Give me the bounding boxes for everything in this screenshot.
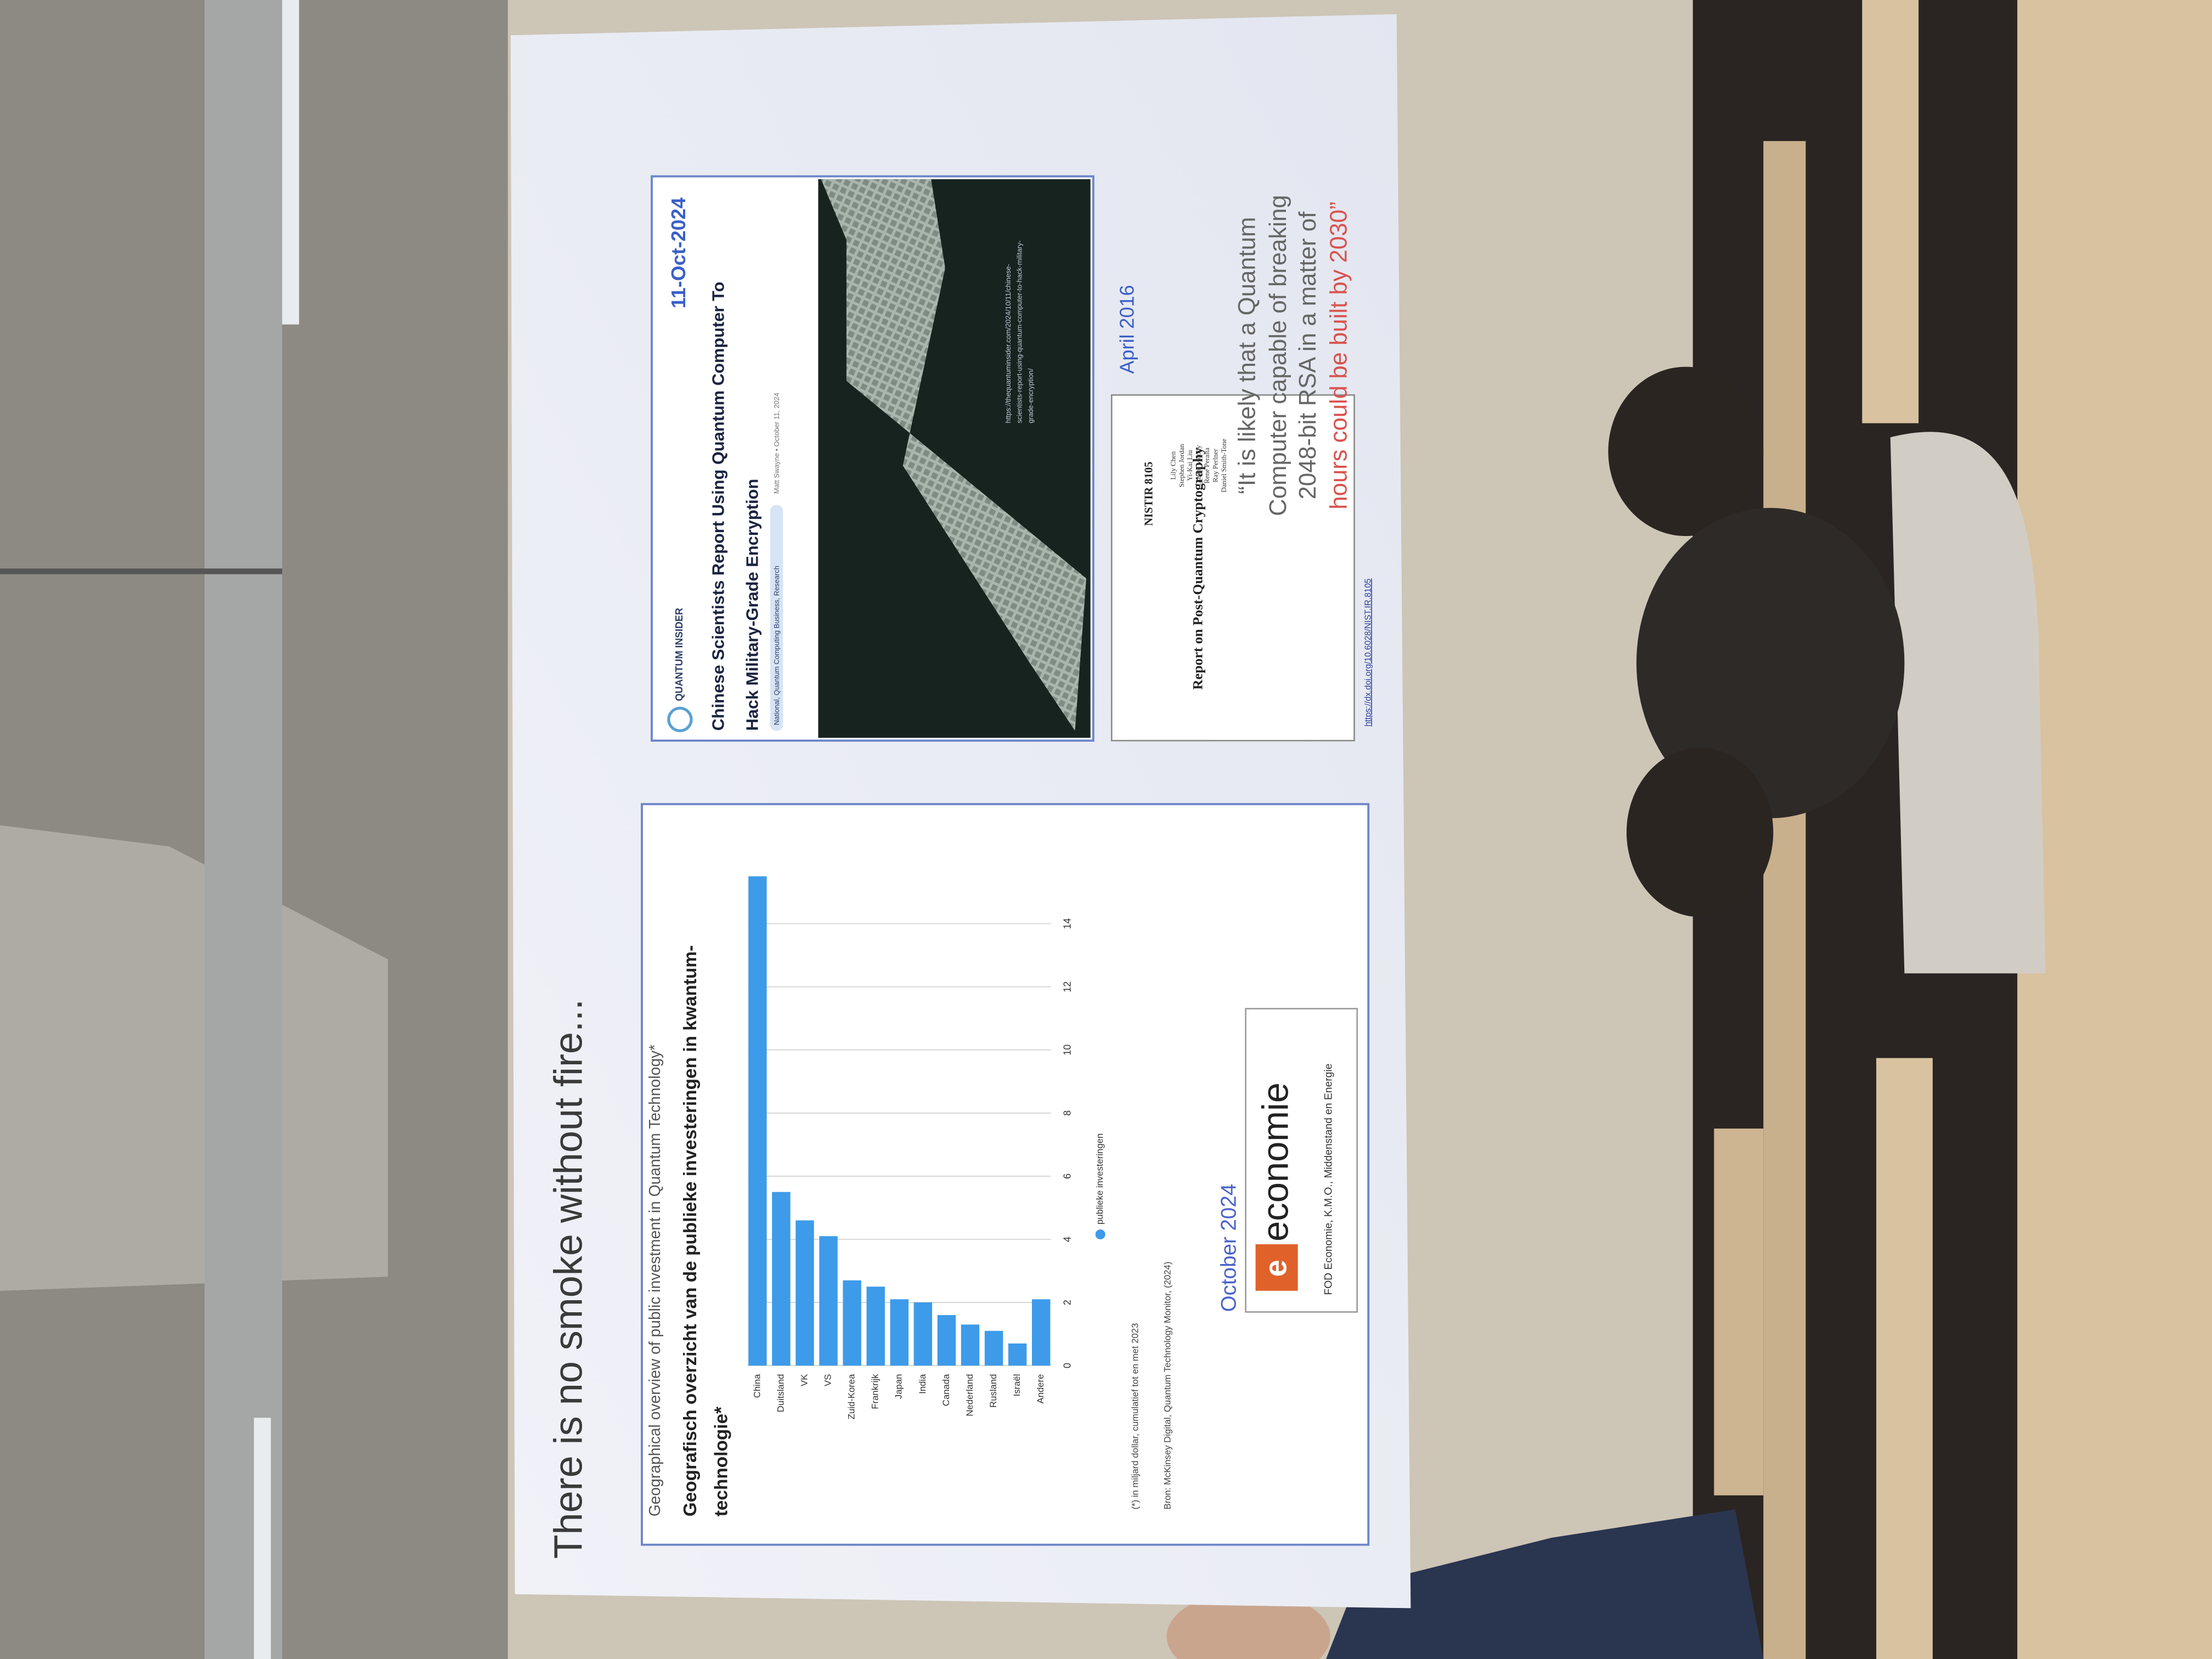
- head: [1636, 507, 1905, 819]
- y-tick-label: China: [752, 1374, 762, 1398]
- article-date: 11-Oct-2024: [667, 198, 690, 308]
- y-tick-label: India: [917, 1374, 928, 1394]
- bar: [795, 1220, 814, 1366]
- report-author: Lily Chen: [1169, 451, 1177, 479]
- y-tick-label: Japan: [894, 1374, 904, 1400]
- y-tick-label: Rusland: [988, 1374, 998, 1408]
- light: [282, 0, 300, 325]
- report-title: Report on Post-Quantum Cryptography: [1190, 447, 1206, 690]
- bar: [748, 876, 767, 1366]
- report-authors: Lily Chen Stephen Jordan Yi-Kai Liu Dustin …: [1169, 438, 1228, 492]
- concrete-beam: [0, 825, 388, 1291]
- report-author: Stephen Jordan: [1178, 444, 1186, 487]
- x-tick-label: 8: [1062, 1110, 1073, 1116]
- article-url: grade-encryption/: [1026, 368, 1035, 423]
- bar: [866, 1286, 885, 1366]
- y-tick-label: Duitsland: [775, 1374, 786, 1413]
- tag-pill: [770, 505, 783, 731]
- article-headline: Hack Military-Grade Encryption: [742, 479, 761, 731]
- report-author: Rene Peralta: [1203, 448, 1211, 484]
- report-url: https://dx.doi.org/10.6028/NIST.IR.8105: [1363, 579, 1373, 727]
- chart-title: technologie*: [711, 1407, 731, 1516]
- bar: [890, 1299, 909, 1366]
- wood-row: [1714, 1128, 1764, 1496]
- chart-subtitle: Geographical overview of public investme…: [646, 1045, 663, 1517]
- y-tick-label: Frankrijk: [870, 1374, 881, 1409]
- article-byline: Matt Swayne • October 11, 2024: [772, 393, 781, 494]
- bar: [819, 1236, 838, 1366]
- presenter-body: [1326, 1509, 1764, 1659]
- y-tick-label: Zuid-Korea: [847, 1374, 857, 1419]
- logo-mark-letter: e: [1259, 1260, 1293, 1277]
- x-tick-label: 4: [1062, 1237, 1073, 1242]
- y-tick-label: VK: [799, 1374, 809, 1386]
- x-tick-label: 2: [1062, 1300, 1073, 1305]
- logo-text: economie: [1255, 1082, 1296, 1242]
- bar: [937, 1315, 956, 1366]
- report-author: Daniel Smith-Tone: [1220, 438, 1228, 492]
- report-number: NISTIR 8105: [1143, 461, 1155, 526]
- presenter-face: [1166, 1591, 1330, 1659]
- article-headline: Chinese Scientists Report Using Quantum …: [709, 281, 728, 731]
- quote-line: Computer capable of breaking: [1265, 195, 1291, 516]
- chip-image: [821, 179, 1086, 731]
- y-tick-label: Canada: [941, 1374, 951, 1406]
- x-tick-label: 14: [1062, 918, 1073, 929]
- report-box: [1111, 394, 1355, 742]
- quote-line: 2048-bit RSA in a matter of: [1294, 211, 1321, 500]
- slide-title: There is no smoke without fire...: [546, 999, 590, 1559]
- head: [1608, 366, 1764, 537]
- chart-source: Bron: McKinsey Digital, Quantum Technolo…: [1163, 1262, 1173, 1510]
- head: [1626, 747, 1774, 917]
- bar-chart: 0 2 4 6 8 10 12 14 China Duitsland VK VS Zuid-Korea F…: [747, 876, 1105, 1419]
- rail: [0, 568, 283, 574]
- cable-tray: [204, 0, 283, 1659]
- bar: [843, 1280, 861, 1366]
- report-date: April 2016: [1116, 285, 1138, 374]
- coat: [1890, 432, 2046, 974]
- wood-row: [1763, 141, 1806, 1659]
- slide: There is no smoke without fire... Geogra…: [510, 14, 1411, 1609]
- article-url: scientists-report-using-quantum-computer…: [1015, 240, 1024, 423]
- publisher-logo: [667, 707, 693, 732]
- article-url: https://thequantuminsider.com/2024/10/11…: [1004, 264, 1012, 423]
- bar: [984, 1330, 1003, 1366]
- publisher: QUANTUM INSIDER: [674, 608, 685, 701]
- y-tick-label: Andere: [1035, 1374, 1046, 1404]
- quote-line: “It is likely that a Quantum: [1233, 217, 1260, 494]
- x-tick-label: 12: [1062, 981, 1073, 992]
- bar: [913, 1302, 933, 1366]
- quote-line-highlight: hours could be built by 2030”: [1325, 201, 1352, 509]
- bar: [1008, 1343, 1027, 1366]
- article-tags: National, Quantum Computing Business, Re…: [772, 566, 781, 725]
- report-author: Dustin Moody: [1195, 445, 1203, 486]
- wood-row: [2017, 0, 2212, 1659]
- chart-date: October 2024: [1217, 1184, 1240, 1312]
- logo-box: [1245, 1008, 1358, 1313]
- chart-title: Geografisch overzicht van de publieke in…: [680, 945, 701, 1516]
- x-tick-label: 10: [1062, 1045, 1073, 1056]
- chart-note: (*) in miljard dollar, cumulatief tot en…: [1130, 1323, 1140, 1510]
- x-tick-label: 0: [1062, 1363, 1073, 1368]
- wood-row: [1876, 1058, 1933, 1659]
- bar: [1032, 1299, 1051, 1366]
- report-author: Yi-Kai Liu: [1186, 450, 1194, 481]
- logo-mark: [1255, 1244, 1298, 1291]
- bar: [772, 1192, 791, 1366]
- y-tick-label: Israël: [1012, 1374, 1022, 1397]
- x-tick-label: 6: [1062, 1173, 1073, 1179]
- light: [253, 1418, 271, 1659]
- legend-label: publieke investeringen: [1094, 1133, 1105, 1224]
- bar: [961, 1324, 980, 1366]
- report-author: Ray Perlner: [1212, 448, 1220, 482]
- wood-row: [1862, 0, 1919, 424]
- legend-marker: [1095, 1229, 1105, 1239]
- logo-caption: FOD Economie, K.M.O., Middenstand en Ene…: [1323, 1064, 1334, 1295]
- y-tick-label: VS: [822, 1374, 833, 1386]
- y-tick-label: Nederland: [964, 1374, 975, 1417]
